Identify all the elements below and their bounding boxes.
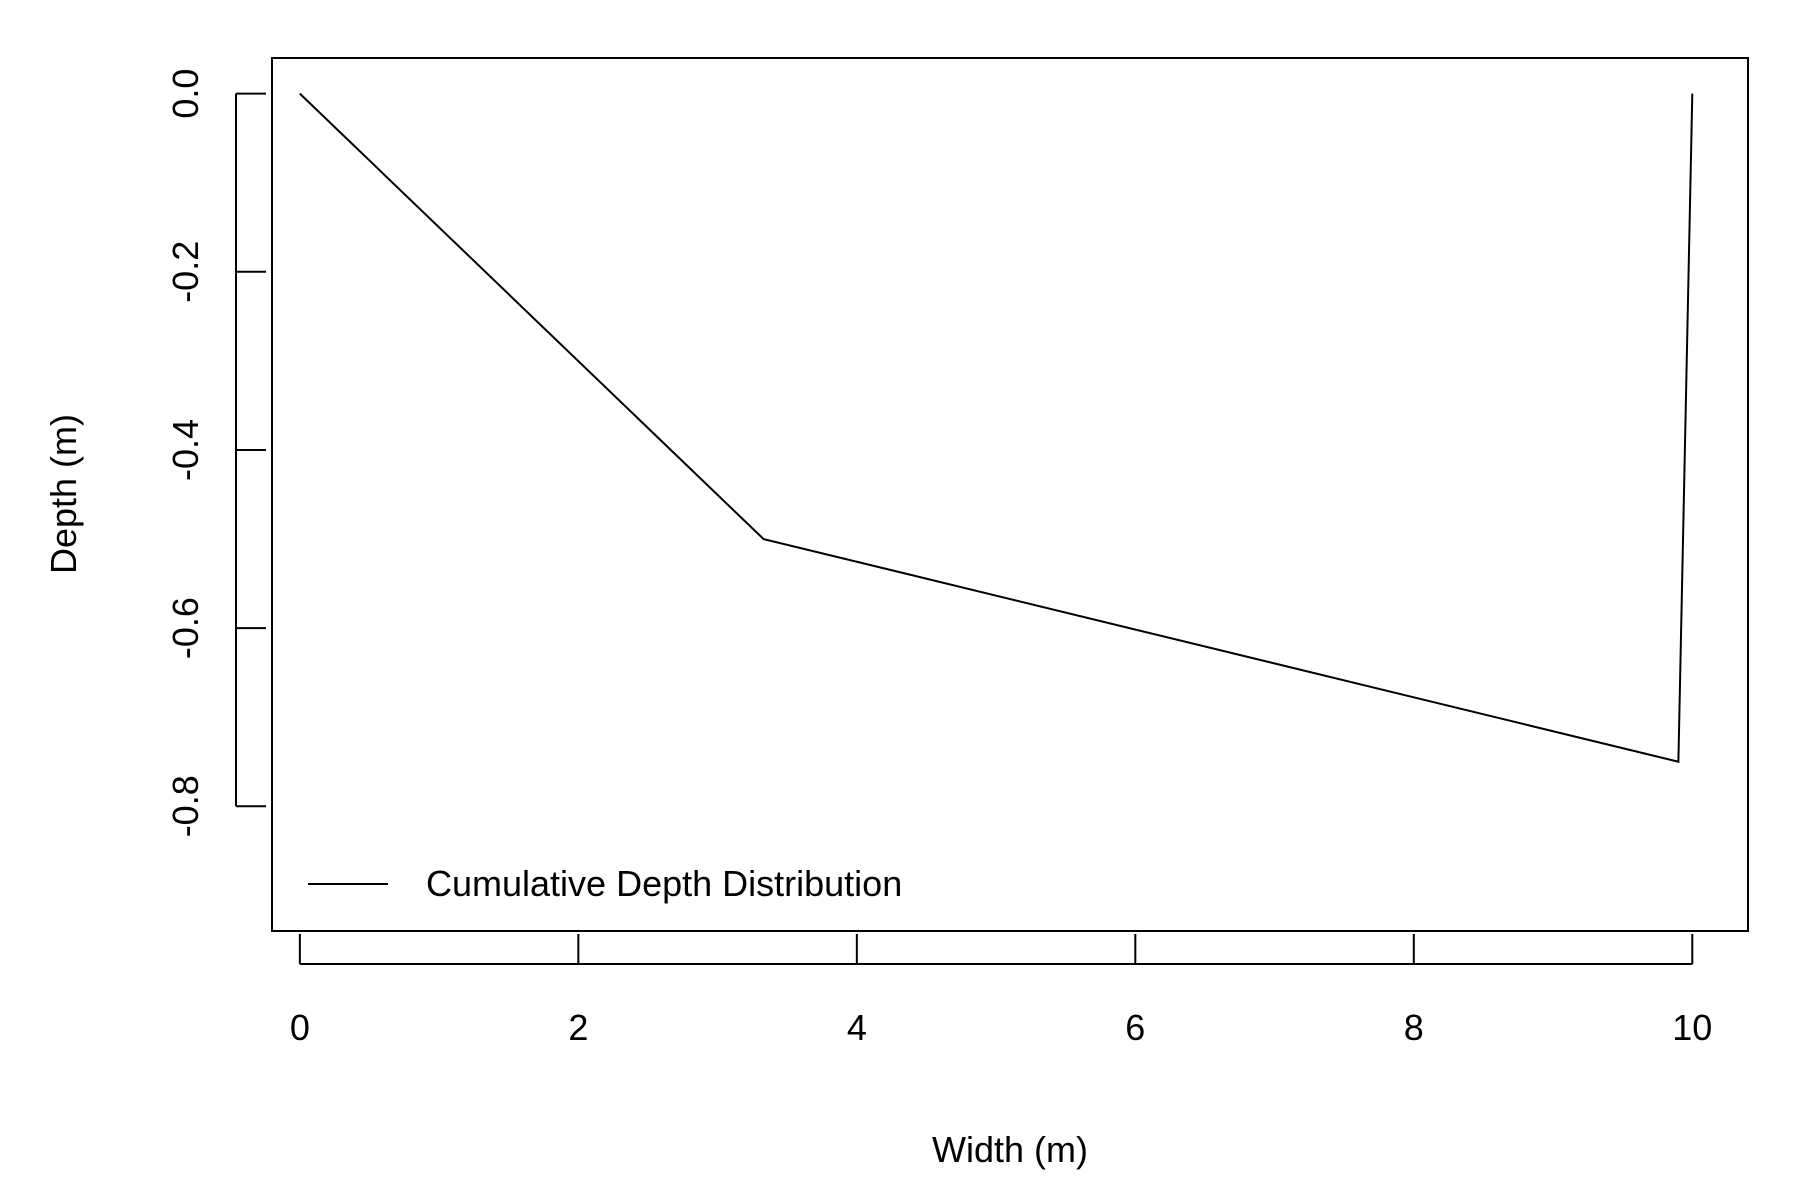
x-tick-label: 2 [568, 1007, 588, 1048]
y-axis: 0.0 -0.2 -0.4 -0.6 -0.8 [165, 69, 266, 837]
x-tick-label: 6 [1125, 1007, 1145, 1048]
x-axis-label: Width (m) [932, 1129, 1088, 1170]
y-tick-label: 0.0 [165, 69, 206, 119]
series-layer [299, 92, 1694, 764]
series-line-cumulative-depth [299, 92, 1694, 764]
x-tick-label: 0 [290, 1007, 310, 1048]
legend: Cumulative Depth Distribution [308, 863, 902, 904]
legend-label: Cumulative Depth Distribution [426, 863, 902, 904]
y-axis-label: Depth (m) [43, 414, 84, 574]
y-tick-label: -0.4 [165, 419, 206, 481]
x-tick-label: 4 [847, 1007, 867, 1048]
y-tick-label: -0.6 [165, 597, 206, 659]
y-tick-label: -0.8 [165, 775, 206, 837]
x-tick-label: 8 [1404, 1007, 1424, 1048]
x-axis: 0 2 4 6 8 10 [290, 934, 1712, 1048]
x-tick-label: 10 [1672, 1007, 1712, 1048]
y-tick-label: -0.2 [165, 241, 206, 303]
plot-frame [271, 57, 1749, 932]
